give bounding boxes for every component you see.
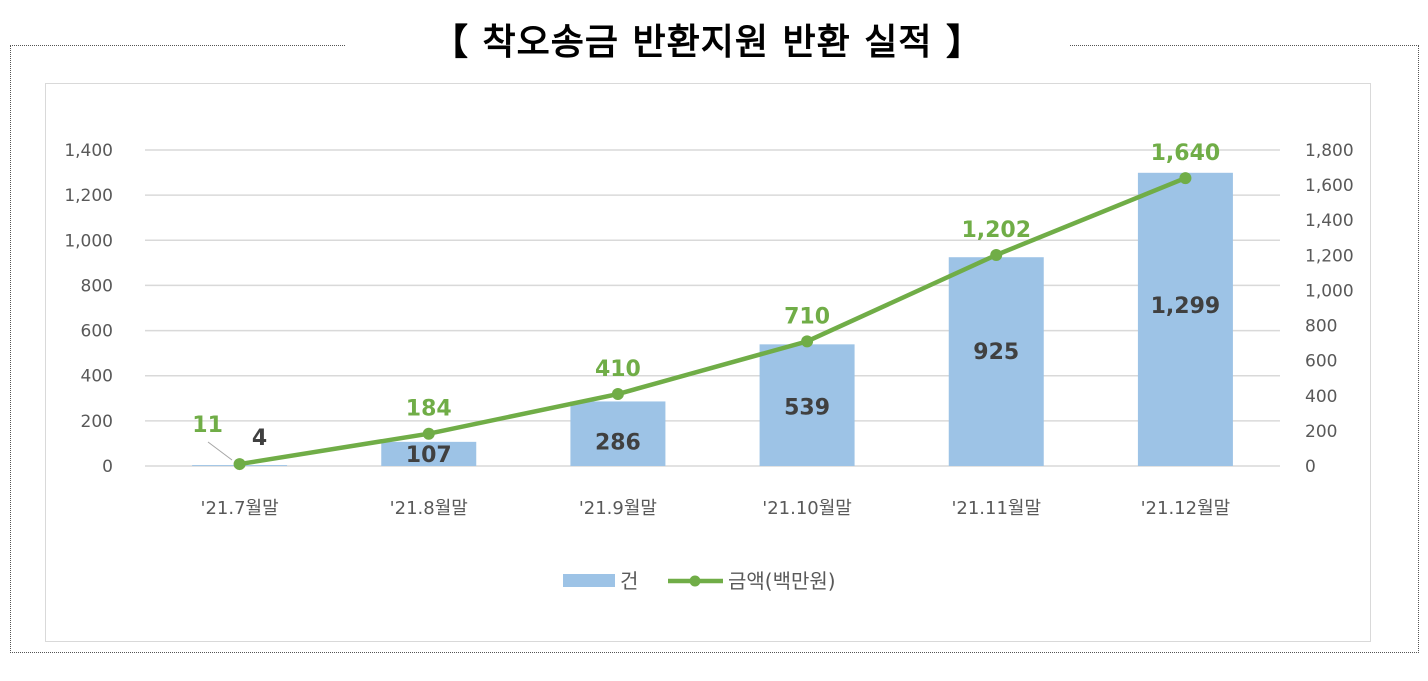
category-label: '21.11월말 [951,498,1041,519]
bar-data-label: 925 [973,340,1019,365]
right-axis-tick: 1,800 [1305,141,1354,161]
bar [948,257,1044,466]
category-label: '21.12월말 [1141,498,1231,519]
left-axis-tick: 1,400 [64,141,113,161]
right-axis-tick: 600 [1305,352,1337,372]
line-series [239,176,1187,467]
left-axis-tick: 1,000 [64,231,113,251]
line-point [233,458,246,471]
category-label: '21.9월말 [579,498,657,519]
line-point [1179,172,1192,185]
left-axis-tick: 1,200 [64,186,113,206]
bar [381,441,477,466]
bar [759,344,855,466]
right-axis-tick: 1,400 [1305,211,1354,231]
bar-data-label: 107 [406,443,452,468]
legend-bar-label: 건 [620,569,638,593]
legend-line-marker [689,575,701,587]
line-data-label: 11 [192,413,223,438]
category-label: '21.8월말 [390,498,468,519]
bar [570,401,666,466]
line-data-label: 1,202 [961,218,1031,243]
line-data-label: 1,640 [1151,141,1221,166]
chart-title: 【 착오송금 반환지원 반환 실적 】 [345,18,1070,68]
right-axis-tick: 1,200 [1305,246,1354,266]
line-point [801,335,814,348]
bar-data-label: 539 [784,395,830,420]
line-data-label: 710 [784,304,830,329]
left-axis-tick: 600 [81,322,113,342]
right-axis-tick: 1,000 [1305,281,1354,301]
bar-data-label: 286 [595,430,641,455]
bar [1137,172,1233,466]
category-label: '21.10월말 [762,498,852,519]
right-axis-tick: 800 [1305,317,1337,337]
legend-line-label: 금액(백만원) [728,569,836,593]
line-data-label: 410 [595,357,641,382]
line-data-label: 184 [406,397,452,422]
right-axis-tick: 0 [1305,457,1316,477]
left-axis-tick: 400 [81,367,113,387]
right-axis-tick: 200 [1305,422,1337,442]
left-axis-tick: 0 [102,457,113,477]
bar-data-label: 1,299 [1151,294,1221,319]
legend-bar-swatch [563,574,615,587]
left-axis-tick: 800 [81,276,113,296]
line-point [422,427,435,440]
bar-data-label: 4 [252,426,267,451]
line-point [611,388,624,401]
category-label: '21.7월말 [201,498,279,519]
right-axis-tick: 1,600 [1305,176,1354,196]
right-axis-tick: 400 [1305,387,1337,407]
leader-line [207,441,233,461]
line-point [990,248,1003,261]
left-axis-tick: 200 [81,412,113,432]
